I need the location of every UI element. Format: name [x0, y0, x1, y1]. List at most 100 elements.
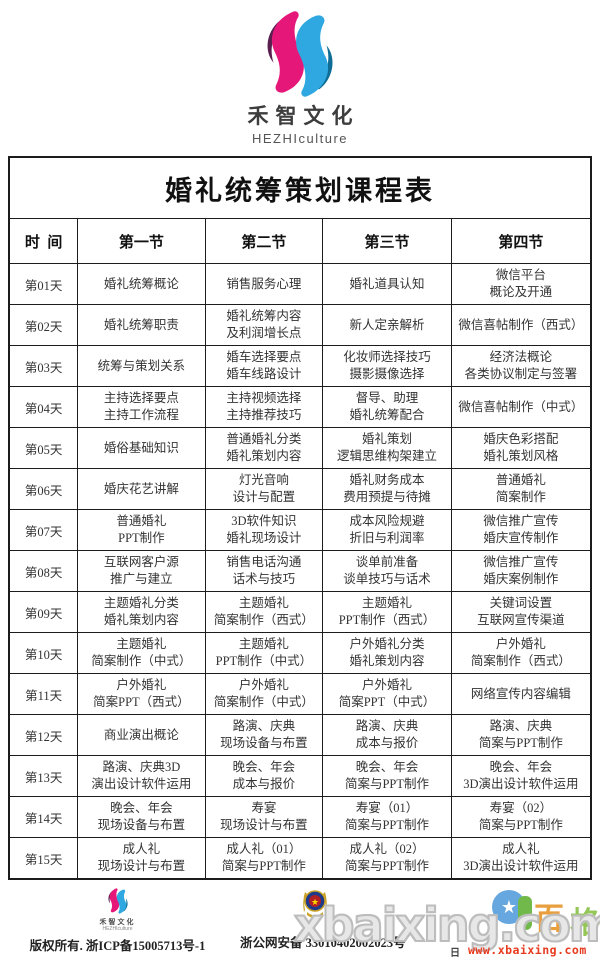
- lesson-cell: 户外婚礼 简案制作（西式）: [450, 632, 592, 674]
- svg-text:★: ★: [311, 897, 319, 907]
- lesson-cell: 晚会、年会 简案与PPT制作: [322, 755, 452, 797]
- lesson-cell: 微信平台 概论及开通: [450, 263, 592, 305]
- table-row: 第06天 婚庆花艺讲解 灯光音响 设计与配置 婚礼财务成本 费用预提与待摊 普通…: [8, 468, 592, 510]
- lesson-cell: 普通婚礼分类 婚礼策划内容: [204, 427, 324, 469]
- lesson-cell: 微信推广宣传 婚庆宣传制作: [450, 509, 592, 551]
- brand-swirl-logo-icon: [267, 11, 333, 97]
- day-label: 第03天: [8, 345, 79, 387]
- footer-brand-cn: 禾智文化: [99, 919, 136, 926]
- brand-name-en: HEZHIculture: [251, 131, 349, 146]
- footer: 禾智文化 HEZHIculture 版权所有. 浙ICP备15005713号-1…: [0, 888, 600, 972]
- column-header-row: 时 间 第一节 第二节 第三节 第四节: [8, 218, 592, 264]
- lesson-cell: 路演、庆典3D 演出设计软件运用: [77, 755, 206, 797]
- icp-copyright-text: 版权所有. 浙ICP备15005713号-1: [29, 939, 206, 954]
- lesson-cell: 婚俗基础知识: [77, 427, 206, 469]
- lesson-cell: 统筹与策划关系: [77, 345, 206, 387]
- lesson-cell: 主题婚礼 PPT制作（西式）: [322, 591, 452, 633]
- lesson-cell: 主题婚礼 简案制作（中式）: [77, 632, 206, 674]
- lesson-cell: 婚礼道具认知: [322, 263, 452, 305]
- day-label: 第10天: [8, 632, 79, 674]
- lesson-cell: 户外婚礼 简案制作（中式）: [204, 673, 324, 715]
- green-figure-icon: [518, 896, 532, 930]
- table-row: 第05天 婚俗基础知识 普通婚礼分类 婚礼策划内容 婚礼策划 逻辑思维构架建立 …: [8, 427, 592, 469]
- lesson-cell: 督导、助理 婚礼统筹配合: [322, 386, 452, 428]
- lesson-cell: 婚礼统筹概论: [77, 263, 206, 305]
- lesson-cell: 户外婚礼 简案PPT（中式）: [322, 673, 452, 715]
- watermark-url-text: www.xbaixing.com: [468, 943, 587, 957]
- lesson-cell: 3D软件知识 婚礼现场设计: [204, 509, 324, 551]
- table-row: 第07天 普通婚礼 PPT制作 3D软件知识 婚礼现场设计 成本风险规避 折旧与…: [8, 509, 592, 551]
- table-row: 第08天 互联网客户源 推广与建立 销售电话沟通 话术与技巧 谈单前准备 谈单技…: [8, 550, 592, 592]
- police-badge-icon: ★: [303, 890, 327, 918]
- public-security-filing-text: 浙公网安备 33010402002023号: [240, 936, 406, 950]
- table-row: 第10天 主题婚礼 简案制作（中式） 主题婚礼 PPT制作（中式） 户外婚礼分类…: [8, 632, 592, 674]
- table-title-row: 婚礼统筹策划课程表: [8, 156, 592, 219]
- lesson-cell: 成人礼 3D演出设计软件运用: [450, 837, 592, 880]
- lesson-cell: 成本风险规避 折旧与利润率: [322, 509, 452, 551]
- footer-swirl-logo-icon: [107, 888, 128, 914]
- course-table-body: 第01天 婚礼统筹概论 销售服务心理 婚礼道具认知 微信平台 概论及开通 第02…: [8, 263, 592, 880]
- table-row: 第03天 统筹与策划关系 婚车选择要点 婚车线路设计 化妆师选择技巧 摄影摄像选…: [8, 345, 592, 387]
- page-title: 婚礼统筹策划课程表: [8, 156, 592, 219]
- lesson-cell: 婚礼统筹职责: [77, 304, 206, 346]
- day-label: 第14天: [8, 796, 79, 838]
- day-label: 第01天: [8, 263, 79, 305]
- table-row: 第04天 主持选择要点 主持工作流程 主持视频选择 主持推荐技巧 督导、助理 婚…: [8, 386, 592, 428]
- lesson-cell: 商业演出概论: [77, 714, 206, 756]
- day-label: 第13天: [8, 755, 79, 797]
- column-header-time: 时 间: [8, 218, 79, 264]
- day-label: 第06天: [8, 468, 79, 510]
- table-row: 第13天 路演、庆典3D 演出设计软件运用 晚会、年会 成本与报价 晚会、年会 …: [8, 755, 592, 797]
- day-label: 第12天: [8, 714, 79, 756]
- table-row: 第12天 商业演出概论 路演、庆典 现场设备与布置 路演、庆典 成本与报价 路演…: [8, 714, 592, 756]
- footer-brand-block: 禾智文化 HEZHIculture 版权所有. 浙ICP备15005713号-1: [25, 888, 210, 954]
- lesson-cell: 谈单前准备 谈单技巧与话术: [322, 550, 452, 592]
- day-label: 第15天: [8, 837, 79, 880]
- lesson-cell: 晚会、年会 成本与报价: [204, 755, 324, 797]
- lesson-cell: 关键词设置 互联网宣传渠道: [450, 591, 592, 633]
- column-header-lesson2: 第二节: [204, 218, 324, 264]
- lesson-cell: 婚庆花艺讲解: [77, 468, 206, 510]
- lesson-cell: 成人礼（02） 简案与PPT制作: [322, 837, 452, 880]
- lesson-cell: 销售电话沟通 话术与技巧: [204, 550, 324, 592]
- lesson-cell: 婚礼策划 逻辑思维构架建立: [322, 427, 452, 469]
- column-header-lesson3: 第三节: [322, 218, 452, 264]
- day-label: 第09天: [8, 591, 79, 633]
- table-row: 第09天 主题婚礼分类 婚礼策划内容 主题婚礼 简案制作（西式） 主题婚礼 PP…: [8, 591, 592, 633]
- day-label: 第07天: [8, 509, 79, 551]
- lesson-cell: 主题婚礼分类 婚礼策划内容: [77, 591, 206, 633]
- lesson-cell: 网络宣传内容编辑: [450, 673, 592, 715]
- lesson-cell: 灯光音响 设计与配置: [204, 468, 324, 510]
- lesson-cell: 销售服务心理: [204, 263, 324, 305]
- watermark-mascot-cluster: ★ 百 格: [430, 890, 600, 952]
- table-row: 第11天 户外婚礼 简案PPT（西式） 户外婚礼 简案制作（中式） 户外婚礼 简…: [8, 673, 592, 715]
- day-label: 第11天: [8, 673, 79, 715]
- lesson-cell: 成人礼 现场设计与布置: [77, 837, 206, 880]
- day-label: 第08天: [8, 550, 79, 592]
- lesson-cell: 晚会、年会 现场设备与布置: [77, 796, 206, 838]
- lesson-cell: 婚礼统筹内容 及利润增长点: [204, 304, 324, 346]
- lesson-cell: 婚车选择要点 婚车线路设计: [204, 345, 324, 387]
- column-header-lesson4: 第四节: [450, 218, 592, 264]
- green-ge-icon: 格: [570, 907, 600, 940]
- lesson-cell: 寿宴 现场设计与布置: [204, 796, 324, 838]
- lesson-cell: 婚庆色彩搭配 婚礼策划风格: [450, 427, 592, 469]
- lesson-cell: 微信喜帖制作（西式）: [450, 304, 592, 346]
- lesson-cell: 互联网客户源 推广与建立: [77, 550, 206, 592]
- table-row: 第14天 晚会、年会 现场设备与布置 寿宴 现场设计与布置 寿宴（01） 简案与…: [8, 796, 592, 838]
- lesson-cell: 户外婚礼分类 婚礼策划内容: [322, 632, 452, 674]
- table-row: 第15天 成人礼 现场设计与布置 成人礼（01） 简案与PPT制作 成人礼（02…: [8, 837, 592, 880]
- course-table: 婚礼统筹策划课程表 时 间 第一节 第二节 第三节 第四节 第01天 婚礼统筹概…: [8, 156, 592, 880]
- lesson-cell: 主持选择要点 主持工作流程: [77, 386, 206, 428]
- lesson-cell: 寿宴（01） 简案与PPT制作: [322, 796, 452, 838]
- lesson-cell: 成人礼（01） 简案与PPT制作: [204, 837, 324, 880]
- lesson-cell: 微信推广宣传 婚庆案例制作: [450, 550, 592, 592]
- lesson-cell: 路演、庆典 成本与报价: [322, 714, 452, 756]
- header-logo: 禾智文化 HEZHIculture: [0, 0, 600, 152]
- lesson-cell: 路演、庆典 简案与PPT制作: [450, 714, 592, 756]
- lesson-cell: 经济法概论 各类协议制定与签署: [450, 345, 592, 387]
- table-row: 第02天 婚礼统筹职责 婚礼统筹内容 及利润增长点 新人定亲解析 微信喜帖制作（…: [8, 304, 592, 346]
- lesson-cell: 普通婚礼 简案制作: [450, 468, 592, 510]
- footer-brand-en: HEZHIculture: [102, 925, 133, 932]
- brand-name-cn: 禾智文化: [247, 105, 360, 128]
